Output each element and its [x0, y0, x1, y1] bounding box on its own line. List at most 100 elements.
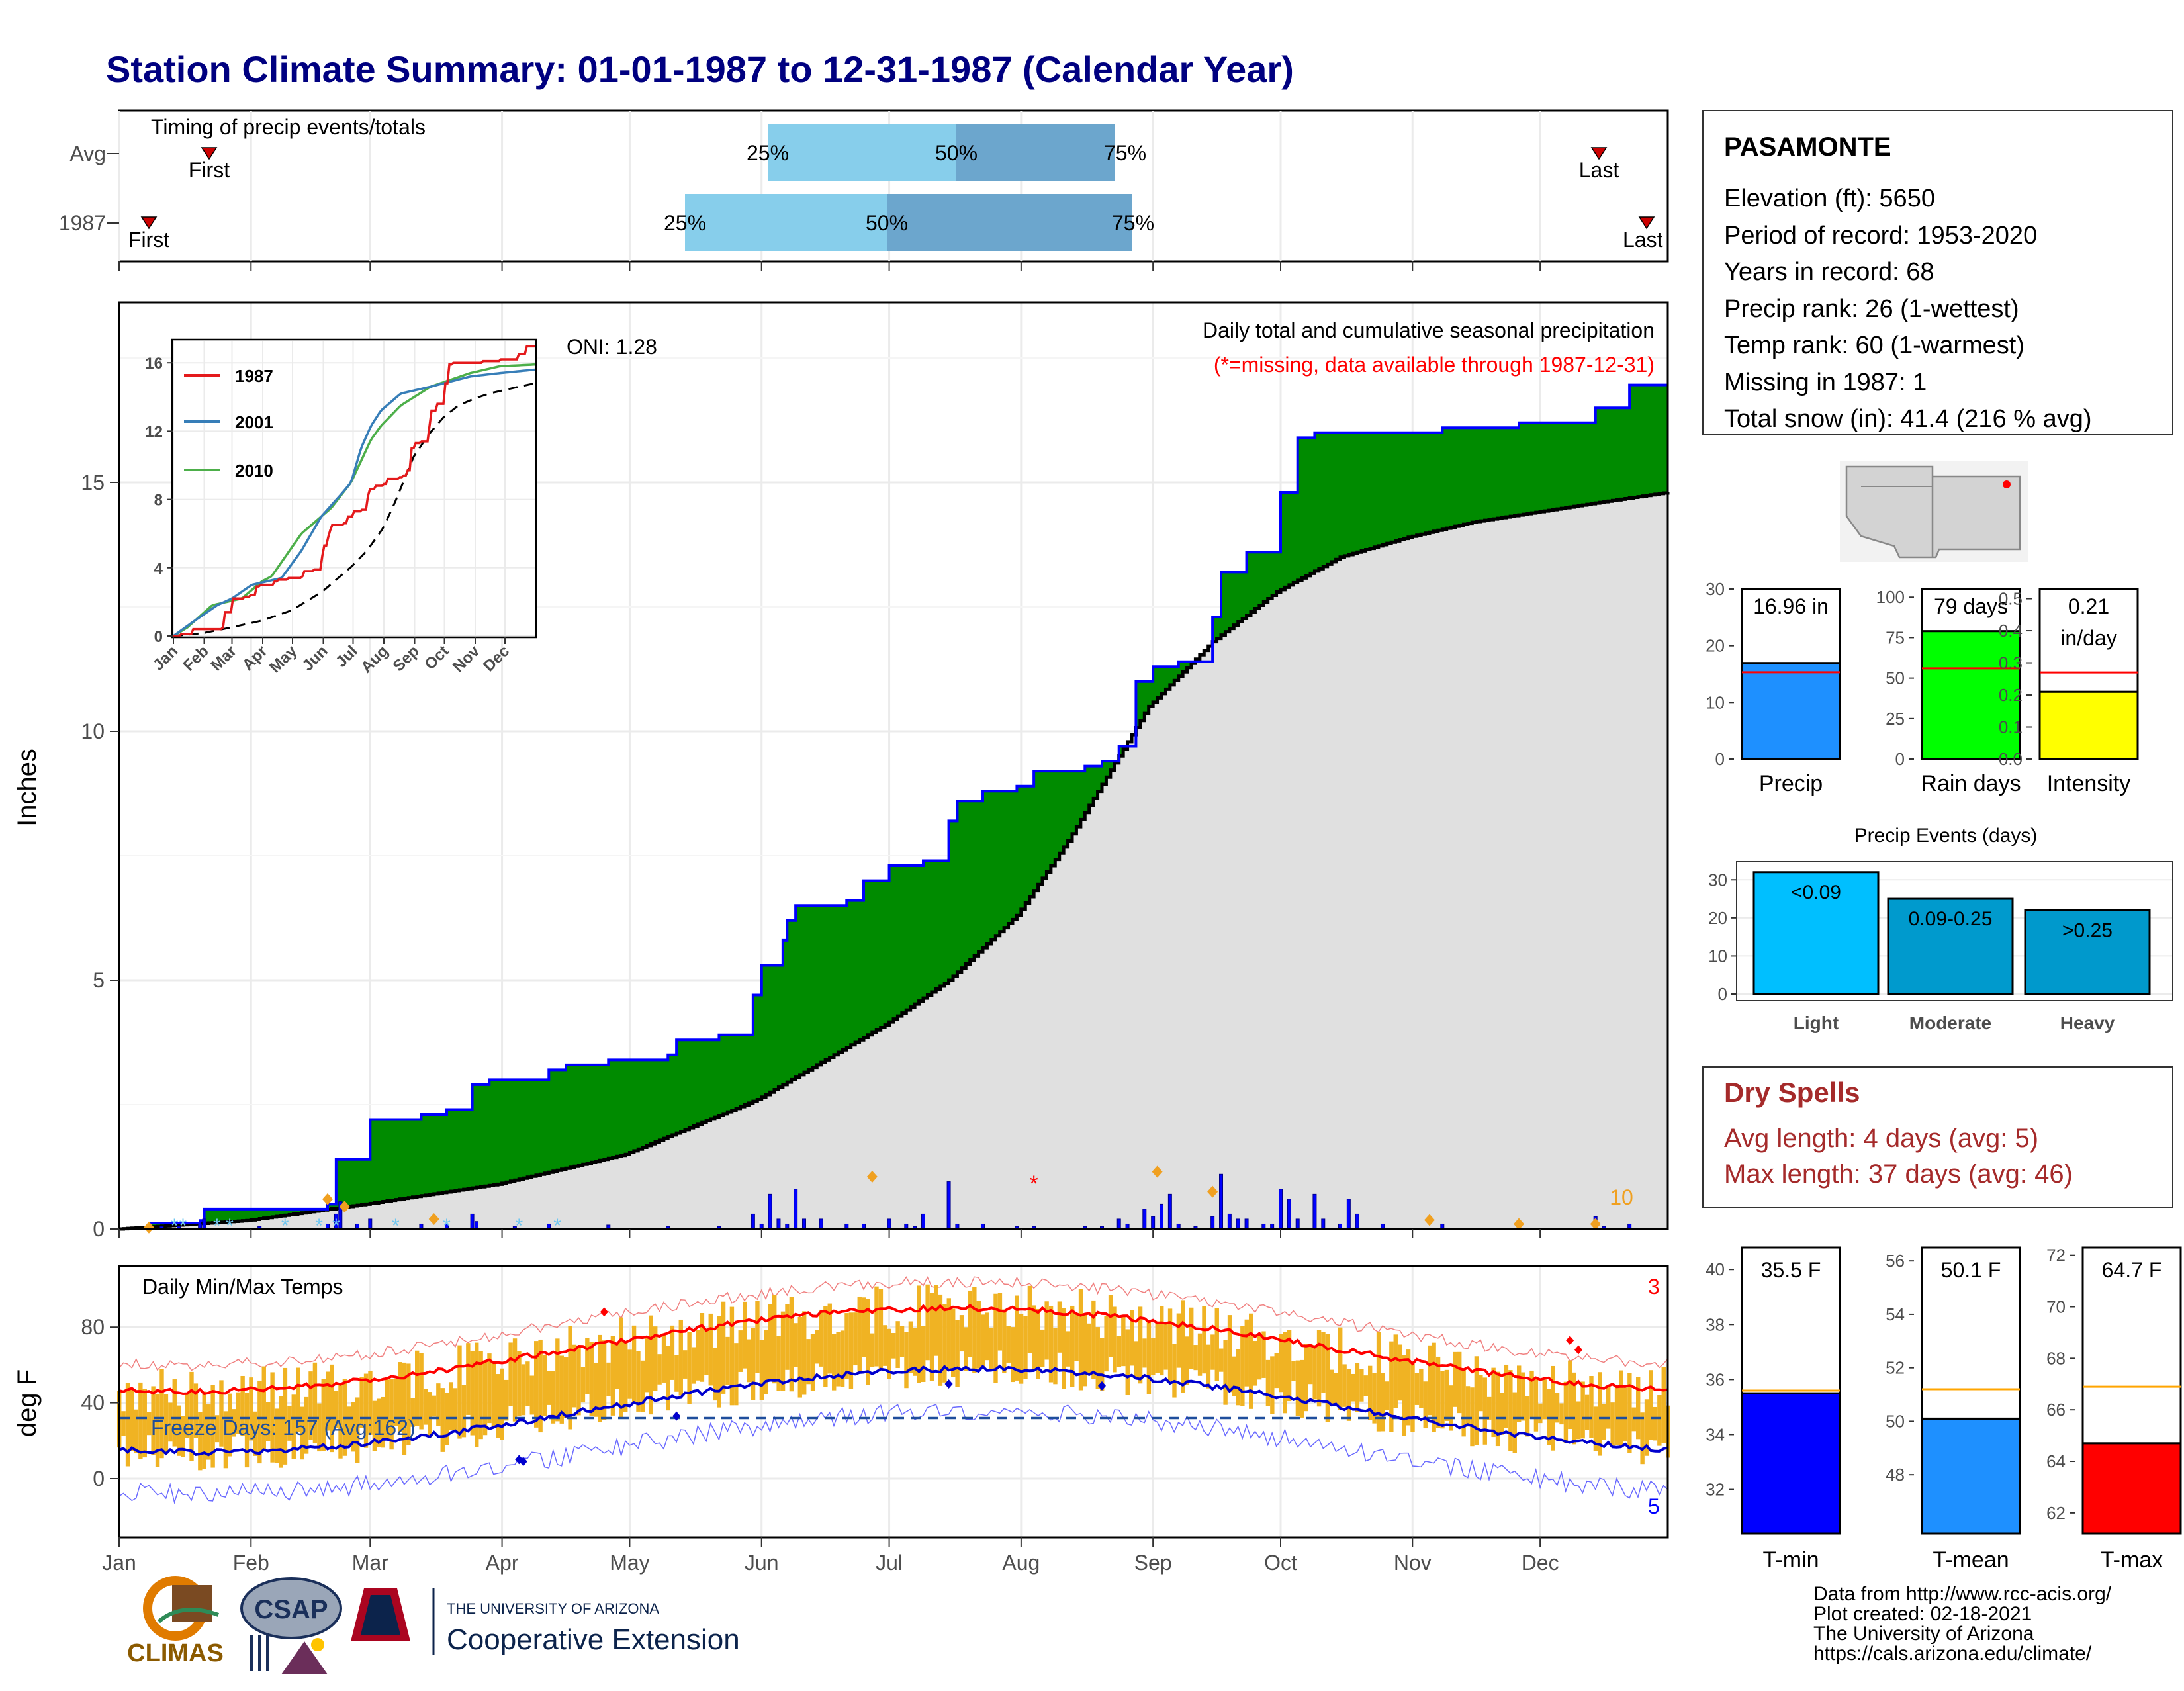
ytick-label: 62: [2046, 1503, 2066, 1523]
avg-high-line: [118, 1304, 1668, 1395]
snow-marker: *: [179, 1215, 187, 1237]
daily-temp-bar: [1657, 1395, 1662, 1446]
precip-title: Daily total and cumulative seasonal prec…: [1203, 318, 1655, 342]
month-label: Dec: [1522, 1551, 1559, 1575]
daily-temp-bar: [389, 1379, 394, 1450]
daily-temp-bar: [747, 1339, 751, 1383]
daily-precip-bar: [794, 1189, 798, 1230]
intensity-value-label: 0.21: [2068, 594, 2109, 618]
climas-logo: CLIMAS: [127, 1576, 224, 1667]
daily-temp-bar: [1508, 1370, 1513, 1451]
daily-temp-bar: [232, 1409, 236, 1437]
record-low-count: 5: [1648, 1494, 1660, 1518]
timing-row-avg: Avg: [69, 142, 106, 165]
daily-temp-bar: [1334, 1373, 1338, 1406]
daily-temp-bar: [895, 1321, 900, 1368]
tmin-bar-frame: [1741, 1246, 1841, 1394]
daily-temp-bar: [797, 1316, 802, 1398]
daily-temp-bar: [198, 1412, 203, 1471]
daily-temp-bar: [819, 1309, 824, 1367]
daily-temp-bar: [1402, 1355, 1406, 1436]
daily-temp-bar: [917, 1285, 921, 1383]
daily-temp-bar: [899, 1326, 905, 1357]
daily-temp-bar: [1593, 1406, 1598, 1451]
daily-temp-bar: [1023, 1316, 1028, 1379]
daily-temp-bar: [1661, 1367, 1666, 1443]
daily-temp-bar: [1130, 1310, 1134, 1366]
month-label: Apr: [486, 1551, 519, 1575]
events-ytick-label: 0: [1718, 984, 1727, 1004]
daily-precip-bar: [1287, 1199, 1291, 1230]
snow-diamond: [144, 1221, 154, 1234]
y1987-p75-label: 75%: [1112, 211, 1154, 235]
daily-temp-bar: [1602, 1403, 1606, 1440]
daily-temp-bar: [1193, 1345, 1198, 1371]
y1987-first-marker: [140, 216, 158, 230]
daily-temp-bar: [330, 1364, 334, 1453]
daily-temp-bar: [385, 1379, 390, 1440]
daily-temp-bar: [1087, 1323, 1092, 1375]
daily-temp-bar: [508, 1342, 513, 1406]
daily-temp-bar: [249, 1377, 253, 1441]
daily-temp-bar: [1538, 1403, 1543, 1424]
daily-temp-bar: [938, 1294, 943, 1386]
daily-temp-bar: [823, 1306, 828, 1387]
timing-row-1987: 1987: [59, 211, 106, 235]
daily-temp-bar: [981, 1314, 985, 1369]
daily-temp-bar: [338, 1385, 343, 1459]
daily-temp-bar: [1521, 1372, 1525, 1421]
snow-diamond: [1514, 1218, 1524, 1230]
daily-temp-bar: [1368, 1365, 1373, 1420]
ytick-label: 30: [1706, 579, 1725, 599]
daily-temp-bar: [559, 1355, 564, 1424]
daily-temp-bar: [1423, 1381, 1428, 1429]
y1987-bar-q2: [887, 194, 1132, 251]
daily-temp-bar: [1032, 1305, 1036, 1371]
inset-ytick-label: 0: [154, 628, 163, 646]
ytick-label: 75: [1886, 627, 1905, 647]
avg-last-label: Last: [1579, 158, 1619, 182]
daily-temp-bar: [1048, 1306, 1054, 1383]
daily-temp-bar: [1461, 1369, 1466, 1437]
daily-temp-bar: [193, 1383, 199, 1438]
daily-temp-bar: [415, 1350, 420, 1426]
daily-temp-bar: [317, 1403, 322, 1452]
event-bar-heavy: [2024, 909, 2151, 995]
precip-ytick-label: 5: [93, 968, 105, 992]
precip-ylabel: Inches: [13, 749, 42, 827]
tmin-xlabel: T-min: [1763, 1547, 1819, 1573]
inset-ytick-label: 4: [154, 560, 163, 578]
daily-temp-bar: [580, 1367, 586, 1403]
inset-ytick-label: 12: [145, 423, 163, 441]
dry-avg: Avg length: 4 days (avg: 5): [1724, 1124, 2038, 1153]
daily-temp-bar: [857, 1296, 862, 1372]
ytick-label: 36: [1706, 1369, 1725, 1389]
daily-temp-bar: [1232, 1356, 1236, 1396]
daily-temp-bar: [891, 1333, 896, 1359]
daily-temp-bar: [661, 1333, 666, 1383]
station-location-dot: [2003, 480, 2011, 488]
ytick-label: 52: [1886, 1358, 1905, 1378]
avg-bar-q1: [768, 124, 956, 181]
ytick-label: 34: [1706, 1424, 1725, 1444]
daily-temp-bar: [627, 1349, 632, 1399]
daily-temp-bar: [1044, 1301, 1049, 1360]
daily-temp-bar: [1138, 1306, 1143, 1384]
daily-temp-bar: [704, 1329, 709, 1375]
cumulative-1987-line: [119, 383, 1668, 1230]
daily-temp-bar: [296, 1367, 300, 1432]
daily-temp-bar: [827, 1303, 832, 1374]
daily-temp-bar: [1631, 1407, 1636, 1432]
daily-temp-bar: [1206, 1344, 1211, 1389]
daily-temp-bar: [806, 1339, 811, 1385]
daily-temp-bar: [1342, 1364, 1347, 1407]
daily-temp-bar: [1410, 1361, 1415, 1432]
daily-temp-bar: [785, 1304, 790, 1370]
temp-ylabel: deg F: [13, 1369, 42, 1437]
daily-temp-bar: [576, 1347, 581, 1416]
daily-temp-bar: [1210, 1334, 1215, 1370]
events-ytick-label: 10: [1708, 946, 1727, 966]
daily-temp-bar: [219, 1380, 224, 1447]
daily-temp-bar: [440, 1388, 445, 1452]
event-category-label: Moderate: [1909, 1013, 1991, 1033]
